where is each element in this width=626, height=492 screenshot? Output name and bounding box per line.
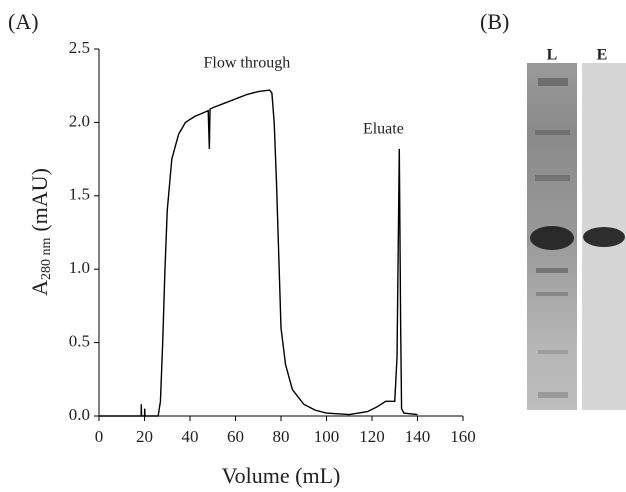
annotation: Flow through (204, 54, 291, 71)
lane-label: L (547, 47, 558, 64)
gel-band (535, 175, 570, 181)
panel-label: (B) (480, 9, 509, 34)
annotation: Eluate (363, 120, 404, 137)
gel-band (583, 227, 625, 247)
gel-band (538, 78, 568, 86)
y-tick-label: 2.0 (69, 111, 90, 130)
y-label-sub: 280 nm (39, 238, 54, 281)
x-tick-label: 20 (136, 427, 153, 446)
y-tick-label: 0.5 (69, 332, 90, 351)
x-tick-label: 40 (182, 427, 199, 446)
gel-image (527, 63, 626, 410)
gel-band (538, 392, 568, 398)
panel-label: (A) (8, 9, 39, 34)
y-label-main: A (27, 280, 52, 296)
x-tick-label: 0 (95, 427, 104, 446)
y-label-unit: (mAU) (27, 168, 52, 232)
gel-band (536, 292, 568, 296)
x-tick-label: 80 (273, 427, 290, 446)
x-tick-label: 160 (450, 427, 476, 446)
x-tick-label: 100 (314, 427, 340, 446)
lane-label: E (597, 47, 608, 64)
y-tick-label: 1.5 (69, 185, 90, 204)
data-line (99, 89, 418, 417)
x-axis-label: Volume (mL) (222, 463, 341, 488)
gel-band (535, 130, 570, 135)
x-tick-label: 60 (227, 427, 244, 446)
x-tick-label: 120 (359, 427, 385, 446)
gel-band (536, 268, 568, 273)
y-tick-label: 2.5 (69, 38, 90, 57)
y-axis-label: A280 nm (mAU) (27, 168, 54, 296)
gel-band (530, 226, 574, 250)
y-tick-label: 0.0 (69, 405, 90, 424)
gel-band (538, 350, 568, 354)
y-tick-label: 1.0 (69, 258, 90, 277)
x-tick-label: 140 (405, 427, 431, 446)
